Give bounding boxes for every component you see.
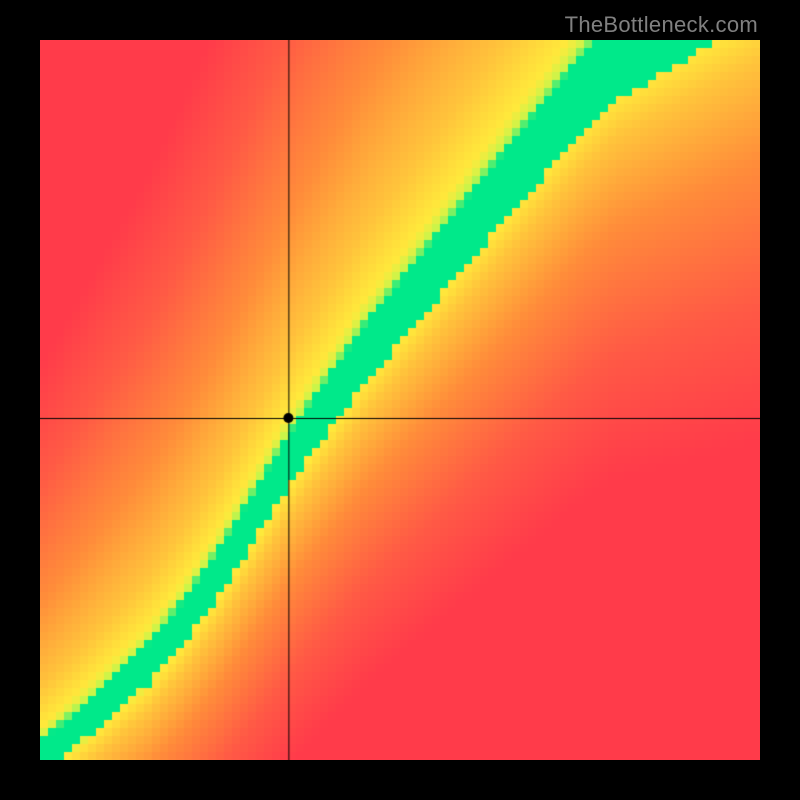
bottleneck-heatmap-chart <box>40 40 760 760</box>
heatmap-canvas <box>40 40 760 760</box>
watermark-text: TheBottleneck.com <box>565 12 758 38</box>
